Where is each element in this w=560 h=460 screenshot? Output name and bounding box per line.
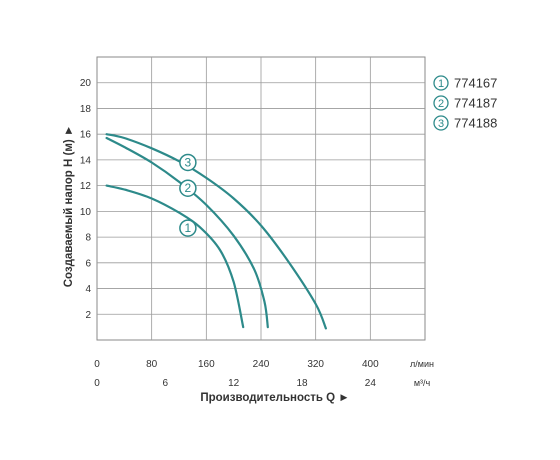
y-tick-label: 18 xyxy=(80,104,92,115)
x-unit-secondary: м³/ч xyxy=(414,378,431,388)
y-tick-label: 14 xyxy=(80,155,92,166)
legend-entry-label: 774187 xyxy=(454,96,497,111)
legend: 1 774167 2 774187 3 774188 xyxy=(433,75,497,131)
x-tick-labels: 0 80 160 240 320 400 xyxy=(94,359,379,370)
legend-entry-label: 774167 xyxy=(454,76,497,91)
legend-marker-label: 3 xyxy=(438,118,444,130)
y-tick-label: 10 xyxy=(80,207,92,218)
legend-marker xyxy=(433,75,449,91)
x-tick-label-secondary: 12 xyxy=(228,378,240,389)
x-tick-label: 160 xyxy=(198,359,215,370)
y-tick-label: 2 xyxy=(85,310,91,321)
x-tick-label: 80 xyxy=(146,359,158,370)
x-tick-label-secondary: 18 xyxy=(296,378,308,389)
series-line-774188 xyxy=(105,133,327,330)
x-tick-label-secondary: 0 xyxy=(94,378,100,389)
legend-entry-label: 774188 xyxy=(454,116,497,131)
series-marker-2 xyxy=(179,179,197,197)
y-tick-label: 20 xyxy=(80,78,92,89)
series-marker-label: 1 xyxy=(185,221,192,235)
x-tick-label: 400 xyxy=(362,359,379,370)
y-tick-label: 6 xyxy=(85,258,91,269)
series-markers: 1 2 3 xyxy=(179,153,197,237)
series-marker-label: 3 xyxy=(185,155,192,169)
y-tick-labels: 2 4 6 8 10 12 14 16 18 20 xyxy=(80,78,92,321)
series-lines xyxy=(105,133,327,330)
y-tick-label: 8 xyxy=(85,233,91,244)
y-tick-label: 16 xyxy=(80,130,92,141)
series-line-774187 xyxy=(105,136,269,329)
x-unit-primary: л/мин xyxy=(410,359,434,369)
x-tick-label: 0 xyxy=(94,359,100,370)
x-axis-title: Производительность Q ► xyxy=(200,392,349,404)
x-tick-label: 240 xyxy=(253,359,270,370)
grid xyxy=(96,56,426,341)
x-tick-label-secondary: 24 xyxy=(365,378,377,389)
series-marker-1 xyxy=(179,219,197,237)
x-tick-label: 320 xyxy=(307,359,324,370)
y-tick-label: 12 xyxy=(80,181,92,192)
y-tick-label: 4 xyxy=(85,284,91,295)
series-marker-label: 2 xyxy=(185,181,192,195)
legend-marker-label: 1 xyxy=(438,78,444,90)
legend-marker xyxy=(433,95,449,111)
x-tick-label-secondary: 6 xyxy=(163,378,169,389)
series-marker-3 xyxy=(179,153,197,172)
legend-marker-label: 2 xyxy=(438,98,444,110)
x-tick-labels-secondary: 0 6 12 18 24 xyxy=(94,378,376,389)
legend-marker xyxy=(433,115,449,131)
series-line-774167 xyxy=(105,184,245,329)
y-axis-title: Создаваемый напор H (м) ► xyxy=(63,125,75,288)
